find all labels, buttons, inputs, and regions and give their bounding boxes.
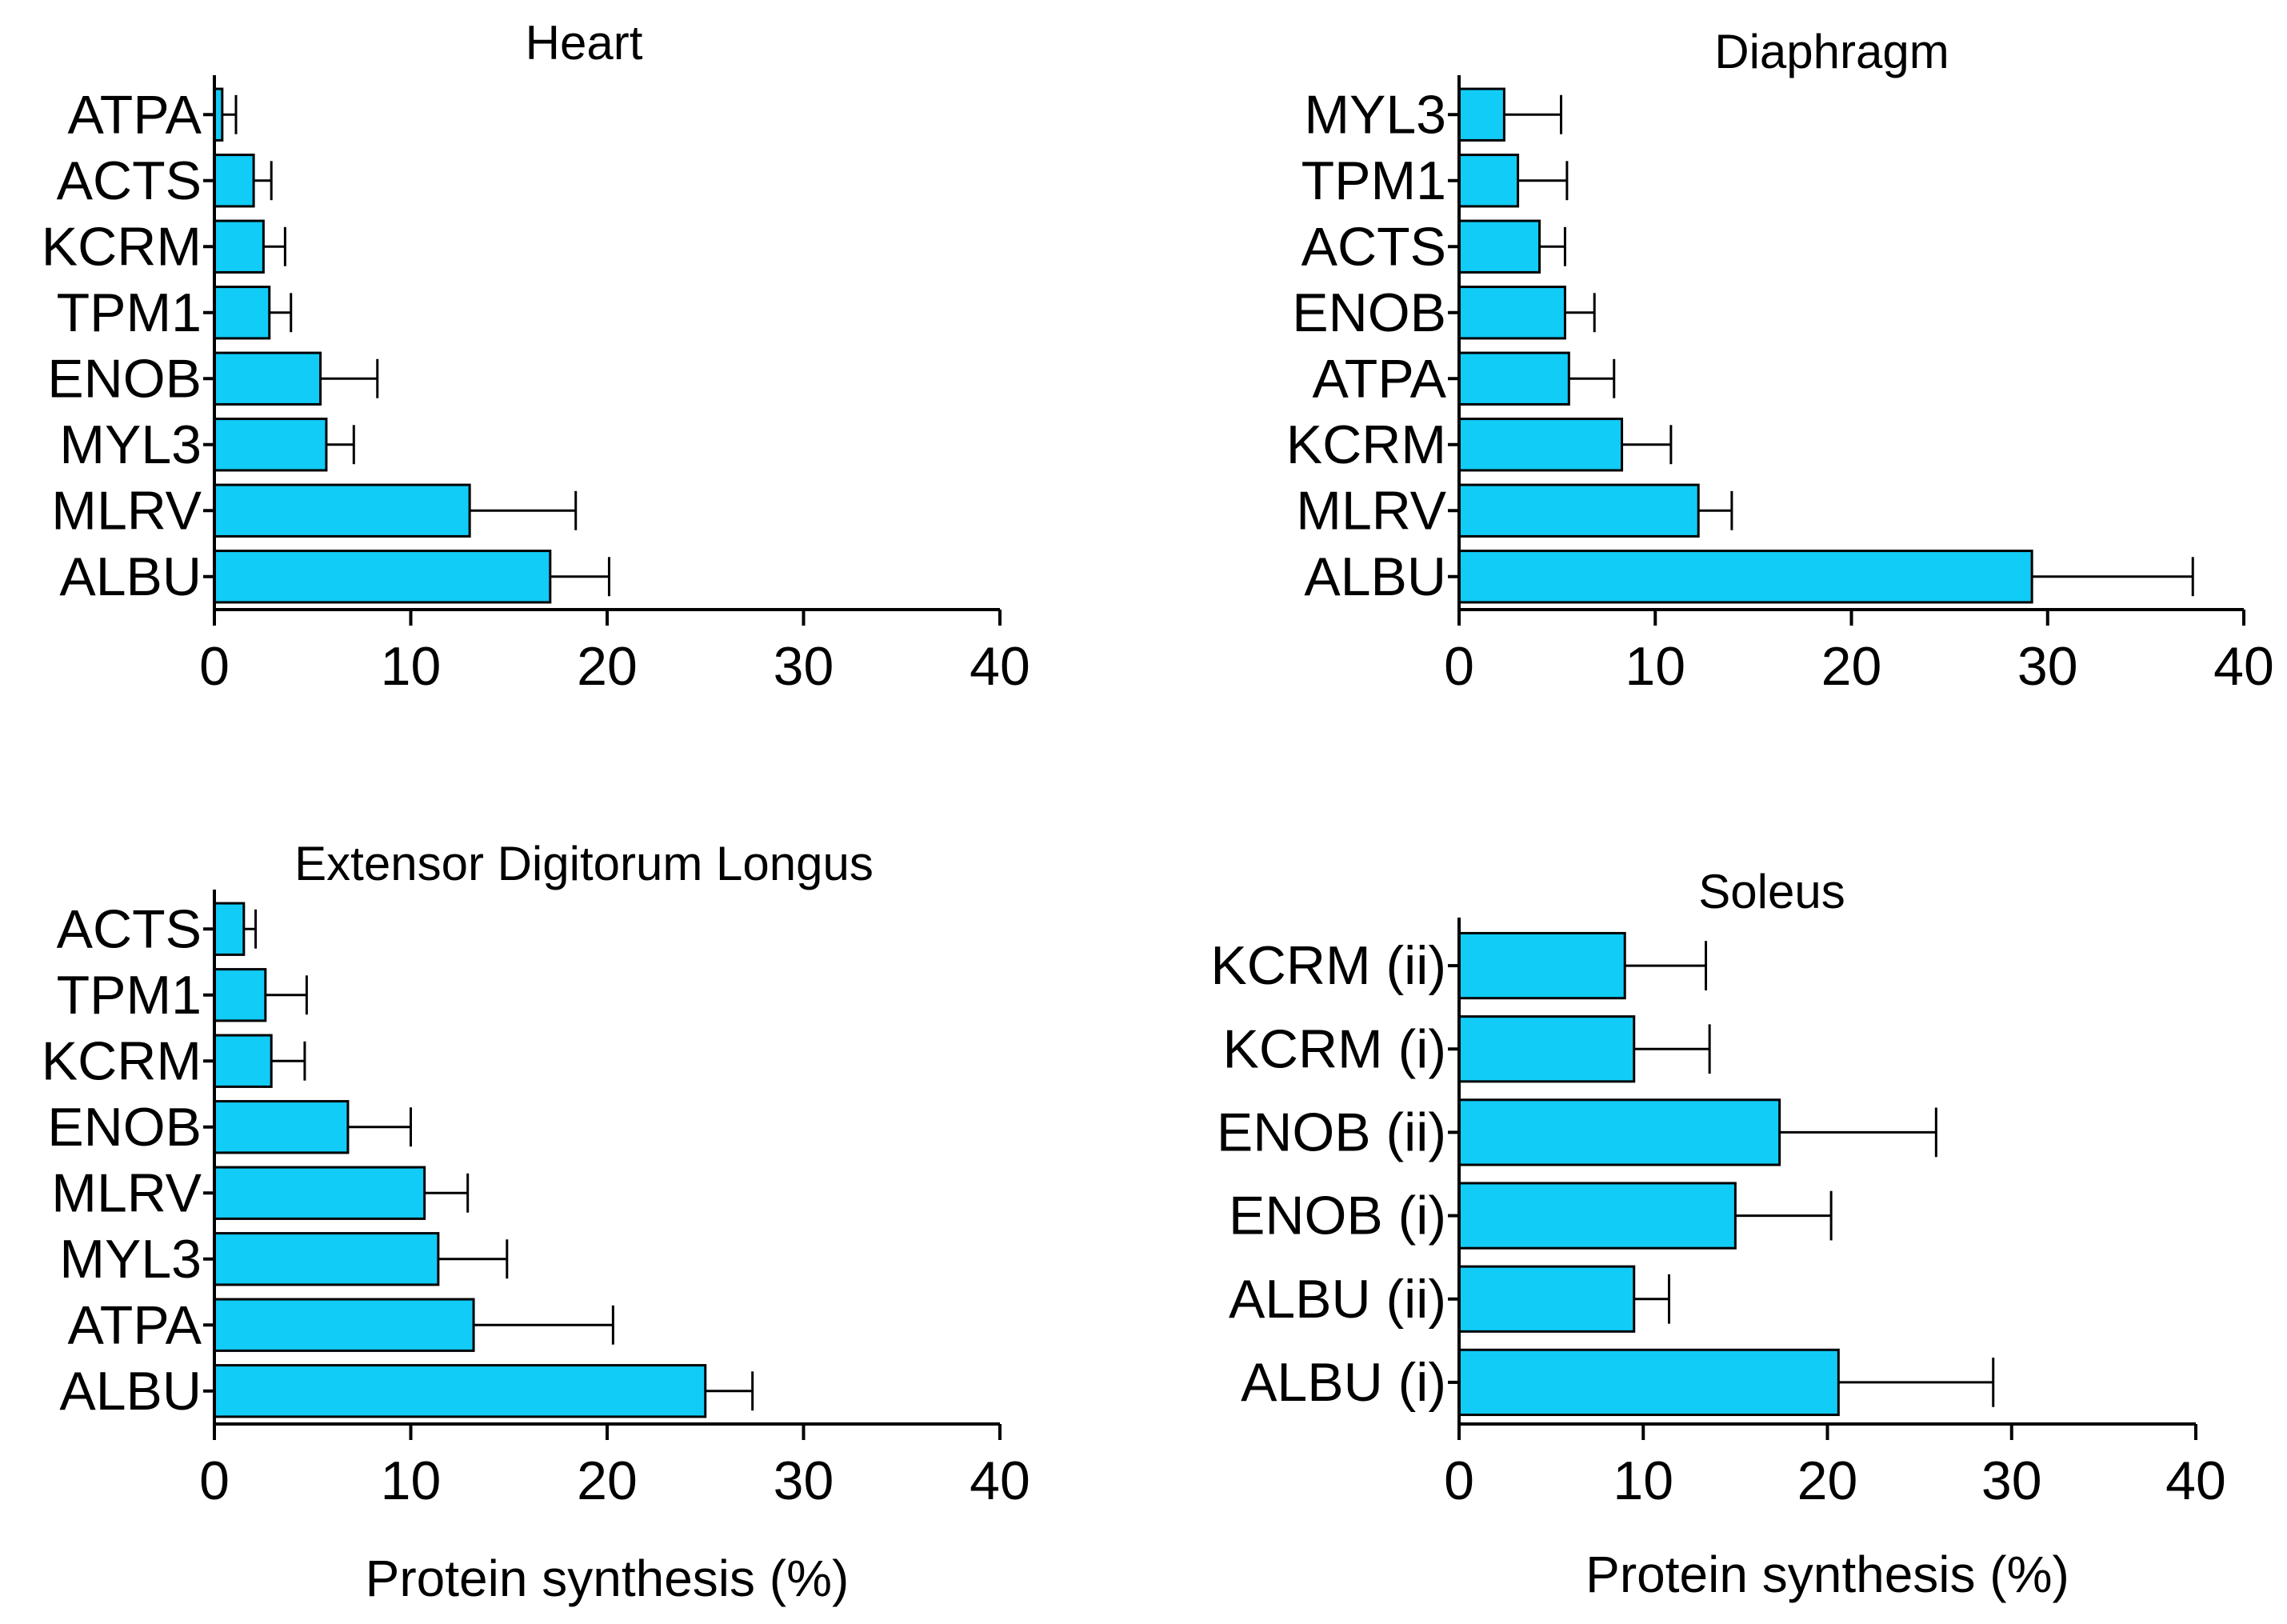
x-tick-label: 40 [970, 636, 1030, 697]
bar [213, 968, 267, 1022]
bar [213, 1232, 440, 1286]
x-tick-label: 20 [1821, 636, 1882, 697]
bar [213, 351, 322, 406]
category-label: MYL3 [59, 414, 202, 475]
bar [213, 1100, 350, 1154]
x-tick-label: 10 [1613, 1450, 1673, 1511]
x-tick-label: 30 [1981, 1450, 2042, 1511]
bar [213, 1364, 707, 1418]
category-label: ACTS [57, 150, 202, 211]
x-tick-label: 10 [1625, 636, 1685, 697]
category-label: KCRM [1286, 414, 1446, 475]
bar [1457, 219, 1541, 274]
bar [213, 286, 271, 340]
category-label: MYL3 [1304, 84, 1446, 145]
category-label: ALBU (ii) [1229, 1269, 1446, 1330]
x-tick-label: 10 [381, 636, 442, 697]
bar [1457, 87, 1505, 142]
panel-title: Heart [526, 16, 643, 70]
x-axis-title: Protein synthesis (%) [1585, 1546, 2069, 1603]
chart-panel-2: Diaphragm MYL3TPM1ACTSENOBATPAKCRMMLRVALB… [1286, 25, 2274, 697]
category-label: ALBU (i) [1241, 1352, 1446, 1413]
category-label: ALBU [59, 546, 202, 607]
bar [1457, 1348, 1840, 1417]
bar [1457, 418, 1624, 472]
category-label: TPM1 [1301, 150, 1446, 211]
bar [213, 1298, 475, 1352]
bar [1457, 931, 1626, 1000]
category-label: ATPA [67, 1294, 202, 1355]
x-tick-label: 20 [577, 636, 638, 697]
category-label: MLRV [51, 1162, 202, 1223]
x-tick-label: 0 [199, 636, 230, 697]
x-tick-label: 10 [381, 1450, 442, 1511]
bar [213, 1034, 273, 1088]
category-label: ATPA [1312, 348, 1446, 409]
bar [1457, 154, 1520, 208]
bar [1457, 1015, 1636, 1083]
category-label: ENOB (i) [1229, 1186, 1446, 1246]
category-label: ACTS [57, 898, 202, 959]
x-tick-label: 40 [970, 1450, 1030, 1511]
bar [213, 550, 552, 604]
chart-panel-4: Soleus KCRM (ii) KCRM (i) ENOB (ii) ENOB (i)… [1210, 865, 2225, 1603]
category-label: KCRM [42, 216, 202, 277]
panel-title: Diaphragm [1714, 25, 1949, 78]
bar [213, 902, 246, 956]
bar [1457, 550, 2033, 604]
category-label: MLRV [51, 480, 202, 541]
panel-title: Soleus [1698, 865, 1845, 918]
x-axis-title: Protein synthesis (%) [366, 1550, 850, 1607]
category-label: ENOB [1292, 282, 1446, 343]
category-label: ALBU [59, 1361, 202, 1422]
x-tick-label: 30 [774, 636, 834, 697]
category-label: ENOB [47, 348, 202, 409]
category-label: MLRV [1296, 480, 1446, 541]
bar [1457, 1098, 1781, 1166]
category-label: ENOB (ii) [1217, 1102, 1446, 1162]
bar [1457, 1182, 1737, 1250]
bar [1457, 483, 1700, 538]
x-tick-label: 0 [1444, 1450, 1474, 1511]
bar [1457, 1265, 1636, 1333]
bar [213, 418, 328, 472]
category-label: ENOB [47, 1097, 202, 1158]
category-label: ACTS [1301, 216, 1446, 277]
x-tick-label: 20 [577, 1450, 638, 1511]
x-tick-label: 30 [2017, 636, 2078, 697]
category-label: KCRM (ii) [1210, 935, 1446, 996]
bar [1457, 286, 1566, 340]
category-label: KCRM [42, 1030, 202, 1091]
bar [213, 219, 265, 274]
bar [1457, 351, 1570, 406]
chart-panel-3: Extensor Digitorum Longus ACTSTPM1KCRMENO… [42, 837, 1030, 1607]
bar [213, 483, 471, 538]
category-label: ALBU [1304, 546, 1446, 607]
x-tick-label: 0 [199, 1450, 230, 1511]
x-tick-label: 30 [774, 1450, 834, 1511]
category-label: TPM1 [57, 965, 202, 1026]
x-tick-label: 40 [2213, 636, 2274, 697]
category-label: MYL3 [59, 1229, 202, 1290]
bar [213, 154, 255, 208]
category-label: KCRM (i) [1222, 1018, 1446, 1079]
panel-title: Extensor Digitorum Longus [294, 837, 874, 890]
x-tick-label: 40 [2165, 1450, 2226, 1511]
x-tick-label: 20 [1797, 1450, 1858, 1511]
bar [213, 1166, 426, 1220]
category-label: ATPA [67, 84, 202, 145]
x-tick-label: 0 [1444, 636, 1474, 697]
category-label: TPM1 [57, 282, 202, 343]
